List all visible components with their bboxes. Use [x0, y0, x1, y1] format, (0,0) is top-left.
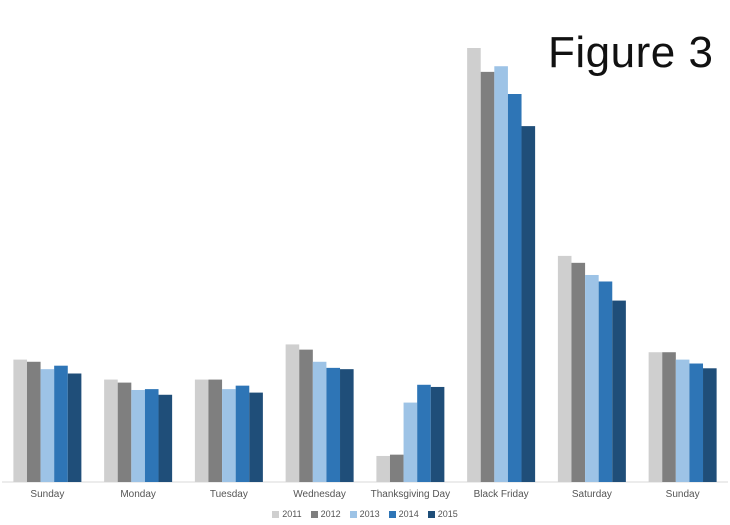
- legend-swatch: [427, 510, 435, 518]
- bar-2013-0: [40, 369, 55, 482]
- bar-2012-6: [571, 262, 586, 482]
- x-tick-label: Wednesday: [293, 489, 346, 500]
- bar-2011-1: [104, 379, 118, 482]
- bar-2013-3: [312, 361, 327, 482]
- bar-2011-4: [376, 455, 390, 482]
- bar-2013-4: [403, 402, 418, 482]
- bar-2011-2: [194, 379, 209, 482]
- x-tick-label: Sunday: [666, 489, 700, 500]
- bar-2015-7: [703, 368, 717, 482]
- bar-2011-0: [13, 359, 27, 482]
- legend-item: 2011: [272, 509, 302, 519]
- bar-2014-0: [54, 365, 68, 482]
- bar-2014-5: [507, 94, 522, 482]
- x-tick-label: Thanksgiving Day: [371, 489, 450, 500]
- bar-2015-0: [67, 373, 82, 482]
- legend-label: 2013: [359, 509, 380, 519]
- legend-label: 2015: [437, 509, 458, 519]
- bar-2014-3: [326, 367, 341, 482]
- bar-2015-6: [612, 300, 626, 482]
- legend-swatch: [272, 510, 280, 518]
- figure-title: Figure 3: [548, 28, 714, 77]
- bar-2014-4: [417, 384, 431, 482]
- legend-swatch: [310, 510, 318, 518]
- bar-2015-1: [158, 394, 173, 482]
- bar-2014-7: [689, 363, 704, 482]
- x-tick-label: Sunday: [30, 489, 64, 500]
- bar-2013-5: [494, 66, 508, 482]
- bar-2012-2: [208, 379, 223, 482]
- legend-item: 2014: [388, 509, 419, 519]
- bar-2012-1: [117, 382, 132, 482]
- legend-label: 2012: [320, 509, 341, 519]
- legend-swatch: [349, 510, 357, 518]
- bar-2012-3: [299, 349, 313, 482]
- bar-2011-6: [557, 255, 572, 482]
- bar-2014-1: [144, 389, 159, 482]
- legend-item: 2013: [349, 509, 380, 519]
- bar-2013-1: [131, 389, 145, 482]
- x-tick-labels: Sunday Monday Tuesday Wednesday Thanksgiving…: [30, 489, 699, 500]
- x-tick-label: Black Friday: [474, 489, 529, 500]
- bar-group: [13, 48, 717, 483]
- bar-2011-7: [648, 352, 663, 482]
- x-tick-label: Monday: [120, 489, 156, 500]
- legend: 2011 2012 2013 2014 2015: [0, 509, 730, 519]
- x-tick-label: Tuesday: [210, 489, 248, 500]
- bar-2012-7: [662, 352, 676, 482]
- bar-2011-3: [285, 344, 300, 482]
- legend-label: 2011: [282, 509, 302, 519]
- bar-2015-2: [249, 392, 263, 482]
- bar-2014-6: [598, 281, 613, 482]
- bar-2015-5: [521, 126, 536, 483]
- bar-2015-3: [340, 369, 354, 482]
- bar-2012-4: [389, 454, 404, 482]
- legend-item: 2012: [310, 509, 341, 519]
- bar-2012-0: [26, 361, 41, 482]
- bar-2012-5: [480, 71, 495, 483]
- x-tick-label: Saturday: [572, 489, 612, 500]
- bar-2013-7: [675, 359, 690, 482]
- legend-item: 2015: [427, 509, 458, 519]
- legend-swatch: [388, 510, 396, 518]
- bar-2013-2: [222, 389, 236, 482]
- bar-2013-6: [585, 274, 599, 482]
- bar-2014-2: [235, 385, 250, 482]
- legend-label: 2014: [398, 509, 419, 519]
- bar-2015-4: [430, 386, 445, 482]
- bar-2011-5: [467, 48, 481, 482]
